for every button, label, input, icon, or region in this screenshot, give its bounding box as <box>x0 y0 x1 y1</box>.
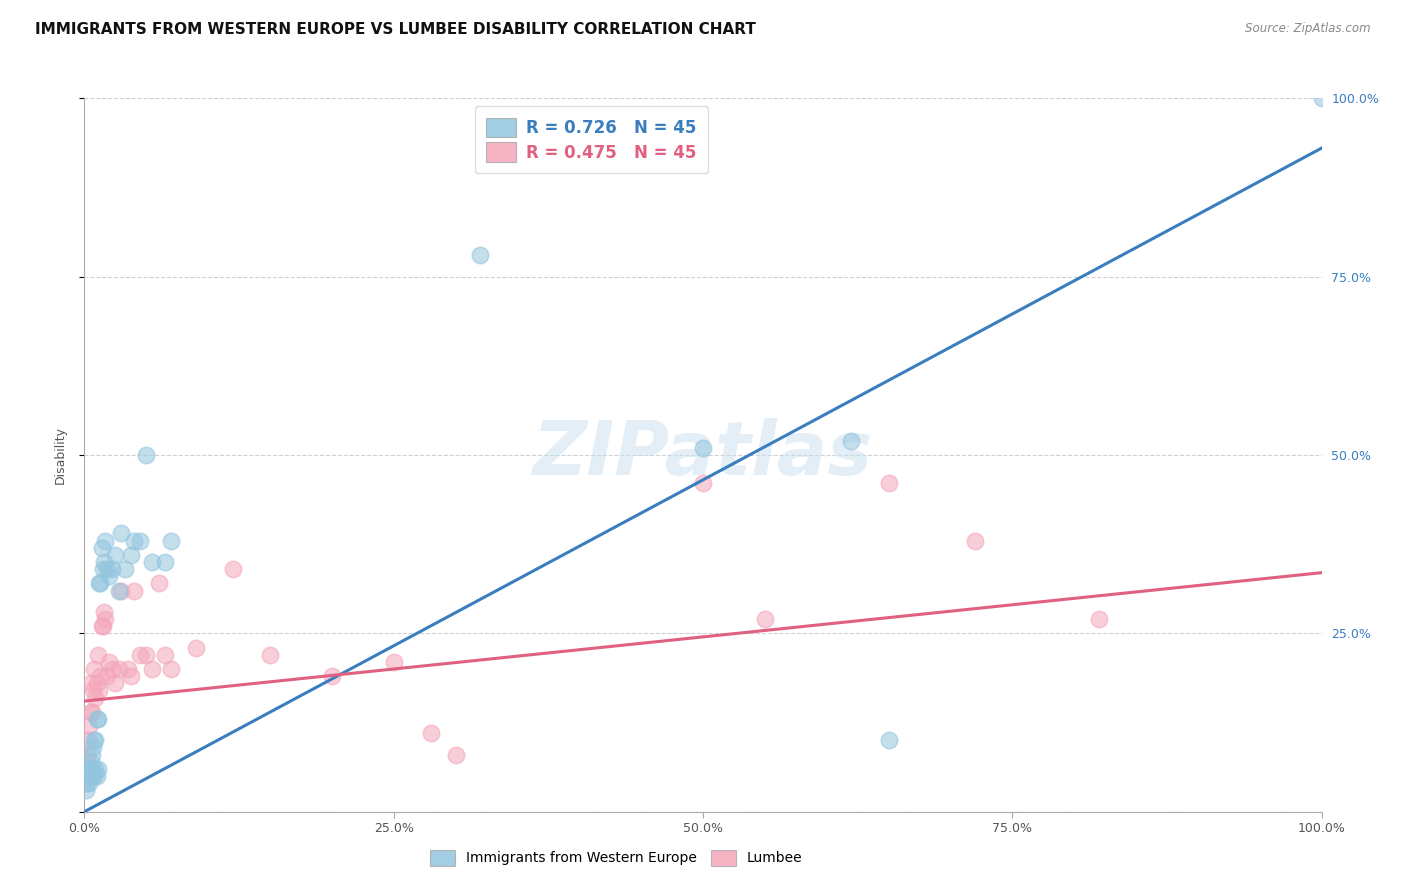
Point <box>100 562 122 576</box>
Point <box>692 476 714 491</box>
Point <box>841 434 863 448</box>
Point <box>110 526 132 541</box>
Text: ZIPatlas: ZIPatlas <box>533 418 873 491</box>
Text: Source: ZipAtlas.com: Source: ZipAtlas.com <box>1246 22 1371 36</box>
Point <box>79 762 101 776</box>
Point <box>692 441 714 455</box>
Point <box>76 747 98 762</box>
Point <box>83 662 105 676</box>
Point <box>104 676 127 690</box>
Point <box>382 655 405 669</box>
Point <box>148 576 170 591</box>
Point <box>79 769 101 783</box>
Point <box>259 648 281 662</box>
Legend: Immigrants from Western Europe, Lumbee: Immigrants from Western Europe, Lumbee <box>423 843 810 872</box>
Point <box>141 555 163 569</box>
Point <box>98 569 121 583</box>
Point <box>86 769 108 783</box>
Point <box>1310 91 1333 105</box>
Point <box>89 576 111 591</box>
Point <box>89 669 111 683</box>
Point <box>419 726 441 740</box>
Point <box>82 740 104 755</box>
Point <box>77 762 100 776</box>
Point <box>87 648 110 662</box>
Point <box>80 747 103 762</box>
Point <box>110 583 132 598</box>
Point <box>79 676 101 690</box>
Point <box>75 783 97 797</box>
Point <box>141 662 163 676</box>
Point <box>1088 612 1111 626</box>
Point <box>89 576 111 591</box>
Point <box>90 541 112 555</box>
Point <box>754 612 776 626</box>
Point <box>82 769 104 783</box>
Point <box>79 705 101 719</box>
Point <box>77 733 100 747</box>
Point <box>80 705 103 719</box>
Point <box>108 662 131 676</box>
Point <box>98 655 121 669</box>
Point <box>84 733 107 747</box>
Point <box>84 690 107 705</box>
Point <box>122 533 145 548</box>
Point <box>83 769 105 783</box>
Point <box>76 776 98 790</box>
Point <box>93 555 115 569</box>
Point <box>96 669 118 683</box>
Point <box>87 762 110 776</box>
Point <box>89 683 111 698</box>
Point <box>77 769 100 783</box>
Point <box>135 448 157 462</box>
Point <box>94 612 117 626</box>
Point <box>120 669 142 683</box>
Point <box>135 648 157 662</box>
Point <box>108 583 131 598</box>
Point <box>965 533 987 548</box>
Point <box>91 619 114 633</box>
Point <box>90 619 112 633</box>
Point <box>86 712 108 726</box>
Point <box>153 555 176 569</box>
Point <box>877 476 900 491</box>
Point <box>160 662 183 676</box>
Point <box>93 605 115 619</box>
Point <box>129 648 152 662</box>
Point <box>83 733 105 747</box>
Point <box>79 719 101 733</box>
Point <box>96 562 118 576</box>
Point <box>877 733 900 747</box>
Point <box>444 747 467 762</box>
Y-axis label: Disability: Disability <box>53 425 66 484</box>
Point <box>160 533 183 548</box>
Point <box>80 762 103 776</box>
Point <box>79 755 101 769</box>
Point <box>117 662 139 676</box>
Point <box>104 548 127 562</box>
Point <box>94 533 117 548</box>
Point <box>100 662 122 676</box>
Point <box>84 762 107 776</box>
Point <box>153 648 176 662</box>
Point <box>87 712 110 726</box>
Point <box>120 548 142 562</box>
Point <box>82 683 104 698</box>
Point <box>122 583 145 598</box>
Point <box>321 669 343 683</box>
Point <box>129 533 152 548</box>
Point <box>114 562 136 576</box>
Text: IMMIGRANTS FROM WESTERN EUROPE VS LUMBEE DISABILITY CORRELATION CHART: IMMIGRANTS FROM WESTERN EUROPE VS LUMBEE… <box>35 22 756 37</box>
Point <box>86 676 108 690</box>
Point <box>79 776 101 790</box>
Point <box>75 755 97 769</box>
Point <box>91 562 114 576</box>
Point <box>184 640 207 655</box>
Point <box>222 562 245 576</box>
Point <box>470 248 492 262</box>
